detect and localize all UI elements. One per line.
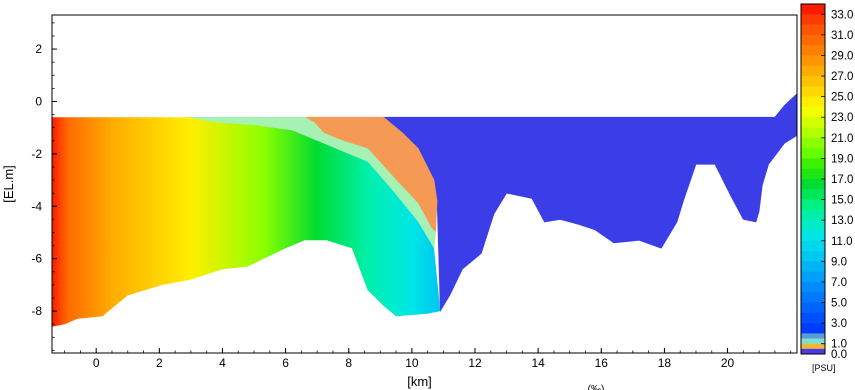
colorbar-swatch [801, 220, 825, 231]
colorbar-swatch [801, 199, 825, 211]
y-axis-label: [EL.m] [1, 165, 16, 203]
colorbar-swatch [801, 302, 825, 314]
colorbar-swatch [801, 343, 825, 350]
x-tick-label: 16 [595, 356, 609, 370]
y-tick-label: 0 [35, 94, 42, 108]
colorbar-tick-label: 27.0 [831, 71, 853, 83]
colorbar-swatch [801, 179, 825, 190]
colorbar-tick-label: 11.0 [831, 236, 853, 248]
colorbar-swatch [801, 323, 825, 334]
colorbar-swatch [801, 292, 825, 303]
colorbar-secondary-unit-label: (‰) [588, 384, 605, 390]
colorbar-tick-label: 1.0 [831, 339, 847, 351]
colorbar-swatch [801, 338, 825, 345]
colorbar-tick-label: 23.0 [831, 112, 853, 124]
x-tick-label: 20 [721, 356, 735, 370]
colorbar-tick-label: 15.0 [831, 195, 853, 207]
region-freshwater [382, 93, 797, 313]
colorbar-swatch [801, 271, 825, 283]
colorbar-tick-label: 29.0 [831, 50, 853, 62]
colorbar-swatch [801, 348, 825, 355]
x-tick-label: 10 [405, 356, 419, 370]
colorbar-swatch [801, 96, 825, 108]
x-tick-label: 18 [658, 356, 672, 370]
x-axis: 0 2 4 6 8 10 12 14 16 18 20 [64, 348, 792, 370]
colorbar-swatch [801, 148, 825, 159]
colorbar-swatch [801, 14, 825, 25]
colorbar-tick-label: 33.0 [831, 9, 853, 21]
colorbar-tick-label: 25.0 [831, 92, 853, 104]
colorbar-swatch [801, 168, 825, 180]
colorbar-swatch [801, 4, 825, 15]
x-tick-label: 12 [468, 356, 482, 370]
colorbar-swatch [801, 106, 825, 118]
colorbar-swatch [801, 261, 825, 272]
colorbar-swatch [801, 251, 825, 262]
colorbar-swatch [801, 333, 825, 339]
colorbar-tick-label: 13.0 [831, 215, 853, 227]
colorbar-swatch [801, 117, 825, 128]
colorbar-swatch [801, 76, 825, 87]
x-tick-label: 0 [93, 356, 100, 370]
colorbar-swatch [801, 55, 825, 67]
x-tick-label: 8 [345, 356, 352, 370]
colorbar-tick-label: 19.0 [831, 153, 853, 165]
colorbar-swatch [801, 127, 825, 139]
plot-frame [51, 14, 798, 354]
colorbar-swatch [801, 45, 825, 56]
colorbar-tick-label: 17.0 [831, 174, 853, 186]
colorbar-swatch [801, 65, 825, 77]
colorbar-swatch [801, 189, 825, 200]
y-tick-label: -2 [31, 147, 42, 161]
colorbar-swatch [801, 312, 825, 324]
colorbar-swatch [801, 137, 825, 149]
x-tick-label: 14 [531, 356, 545, 370]
y-tick-label: -6 [31, 252, 42, 266]
y-tick-label: -8 [31, 304, 42, 318]
colorbar-swatch [801, 209, 825, 221]
x-tick-label: 6 [282, 356, 289, 370]
salinity-regions [52, 93, 797, 327]
colorbar-tick-label: 5.0 [831, 298, 847, 310]
x-axis-label: [km] [407, 374, 432, 389]
x-tick-label: 2 [156, 356, 163, 370]
colorbar-tick-label: 21.0 [831, 133, 853, 145]
colorbar-tick-label: 3.0 [831, 318, 847, 330]
colorbar: 33.0 31.0 29.0 27.0 25.0 23.0 21.0 19.0 17.0 15.0… [800, 3, 853, 361]
colorbar-swatch [801, 34, 825, 46]
colorbar-swatch [801, 240, 825, 252]
region-saline [52, 117, 441, 327]
y-axis: 2 0 -2 -4 -6 -8 [31, 22, 57, 351]
colorbar-swatch [801, 230, 825, 242]
colorbar-unit-label: [PSU] [812, 363, 836, 373]
colorbar-tick-label: 31.0 [831, 30, 853, 42]
colorbar-swatch [801, 281, 825, 293]
y-tick-label: 2 [35, 42, 42, 56]
x-tick-label: 4 [219, 356, 226, 370]
colorbar-tick-label: 9.0 [831, 256, 847, 268]
colorbar-swatch [801, 158, 825, 170]
y-tick-label: -4 [31, 199, 42, 213]
colorbar-tick-label: 7.0 [831, 277, 847, 289]
colorbar-swatch [801, 86, 825, 97]
colorbar-swatch [801, 24, 825, 36]
colorbar-tick-label: 0.0 [831, 349, 847, 361]
